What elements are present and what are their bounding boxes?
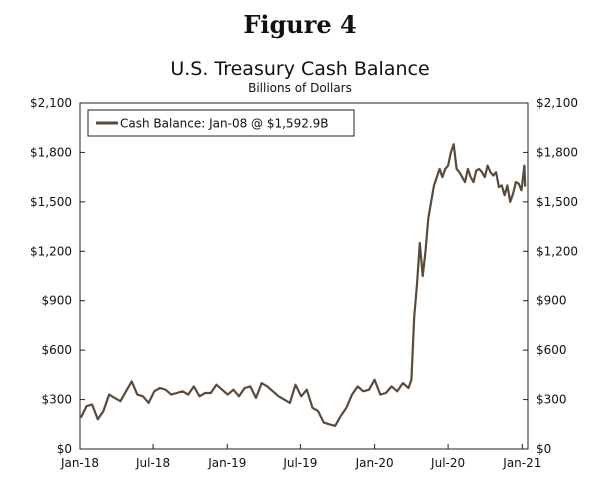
x-tick-label: Jul-18 xyxy=(135,456,170,470)
x-tick-label: Jul-20 xyxy=(430,456,465,470)
y-tick-label-right: $1,800 xyxy=(536,145,578,159)
y-tick-label-left: $300 xyxy=(41,393,72,407)
x-tick-label: Jan-20 xyxy=(355,456,394,470)
y-tick-label-left: $0 xyxy=(57,442,72,456)
y-tick-label-left: $2,100 xyxy=(30,96,72,110)
y-tick-label-right: $600 xyxy=(536,343,567,357)
legend-label: Cash Balance: Jan-08 @ $1,592.9B xyxy=(120,117,329,131)
y-tick-label-left: $600 xyxy=(41,343,72,357)
x-tick-label: Jul-19 xyxy=(282,456,317,470)
y-tick-label-left: $1,500 xyxy=(30,195,72,209)
chart-title: U.S. Treasury Cash Balance xyxy=(170,58,430,80)
x-tick-label: Jan-21 xyxy=(502,456,541,470)
y-tick-label-right: $2,100 xyxy=(536,96,578,110)
y-tick-label-left: $1,200 xyxy=(30,244,72,258)
plot-frame xyxy=(79,102,529,450)
legend-box xyxy=(87,109,355,137)
cash-balance-line xyxy=(79,143,527,427)
chart-subtitle: Billions of Dollars xyxy=(248,81,352,95)
y-tick-label-right: $1,500 xyxy=(536,195,578,209)
y-tick-label-right: $1,200 xyxy=(536,244,578,258)
x-tick-label: Jan-19 xyxy=(207,456,246,470)
y-tick-label-right: $0 xyxy=(536,442,551,456)
y-tick-label-right: $900 xyxy=(536,294,567,308)
y-tick-label-left: $900 xyxy=(41,294,72,308)
x-tick-label: Jan-18 xyxy=(60,456,99,470)
y-tick-label-right: $300 xyxy=(536,393,567,407)
y-tick-label-left: $1,800 xyxy=(30,145,72,159)
figure-label: Figure 4 xyxy=(243,10,357,39)
